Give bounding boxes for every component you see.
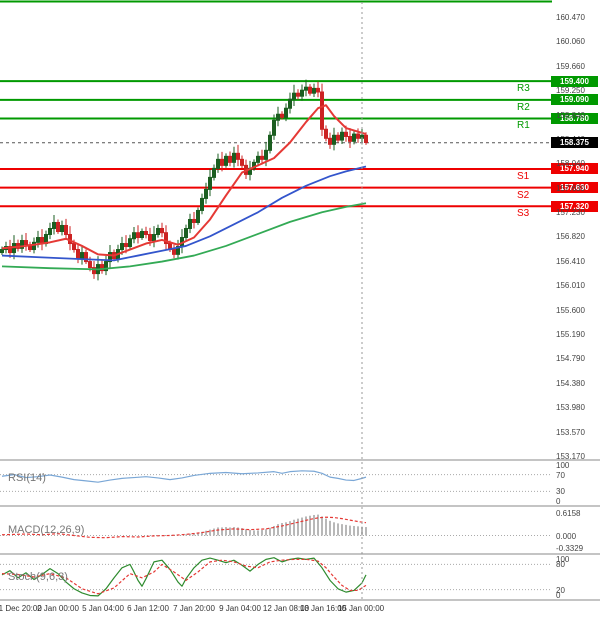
candle-body [48,227,52,236]
candle-body [320,91,324,130]
candle-body [280,113,284,118]
candle-body [216,158,220,169]
candle-body [80,252,84,260]
candle-body [196,209,200,223]
candle-body [324,128,328,139]
candle-body [228,155,232,163]
candle-body [220,158,224,166]
macd-signal-line [1,516,367,539]
candle-body [152,234,156,242]
candle-body [264,149,268,160]
candle-body [104,261,108,272]
candle-body [240,158,244,166]
candle-body [292,92,296,100]
candle-body [100,264,104,272]
candle-body [32,241,36,251]
candle-body [172,249,176,255]
candle-body [356,133,360,139]
candle-body [236,152,240,160]
candle-body [128,238,132,248]
candle-body [52,221,56,229]
candle-body [352,133,356,142]
candle-body [108,252,112,263]
candle-body [0,249,4,254]
candle-body [132,232,136,240]
candle-body [312,87,316,94]
candle-body [160,227,164,234]
candle-body [284,107,288,118]
candle-body [308,86,312,94]
candle-body [204,188,208,199]
candle-body [272,119,276,136]
candle-body [208,176,212,190]
ma-slow-line [1,202,367,271]
candle-body [72,243,76,251]
candle-body [60,224,64,233]
candle-body [184,227,188,239]
candle-body [348,135,352,142]
candle-body [344,131,348,137]
ma-mid-line [1,165,367,262]
candle-body [212,167,216,178]
candle-body [268,134,272,151]
candle-body [260,155,264,160]
candle-body [88,261,92,269]
candle-body [144,231,148,236]
stoch-d-line [1,558,367,595]
candle-body [288,98,292,109]
candle-body [56,221,60,233]
candle-body [140,231,144,239]
candle-body [164,232,168,245]
ma-fast-line [1,104,367,257]
candle-body [200,197,204,211]
candle-body [316,87,320,93]
candle-body [92,267,96,275]
candle-body [136,232,140,239]
candle-body [76,249,80,260]
candle-body [156,227,160,236]
candle-body [124,243,128,248]
candle-body [336,134,340,141]
candle-body [188,218,192,229]
candle-body [148,234,152,242]
candle-body [296,92,300,97]
candle-body [252,161,256,169]
candle-body [340,131,344,141]
candle-body [224,155,228,166]
candle-body [332,134,336,145]
candle-body [20,240,24,249]
candle-body [64,224,68,236]
candle-body [36,237,40,243]
candle-body [192,218,196,223]
candle-body [176,246,180,255]
rsi-line [1,470,367,483]
candle-body [276,113,280,121]
candle-body [120,243,124,251]
candle-body [304,86,308,91]
candle-body [232,152,236,163]
candle-body [84,252,88,263]
candle-body [328,137,332,145]
candle-body [256,155,260,163]
stoch-k-line [1,557,367,597]
candle-body [364,134,368,144]
candle-body [24,240,28,246]
candle-body [300,89,304,97]
